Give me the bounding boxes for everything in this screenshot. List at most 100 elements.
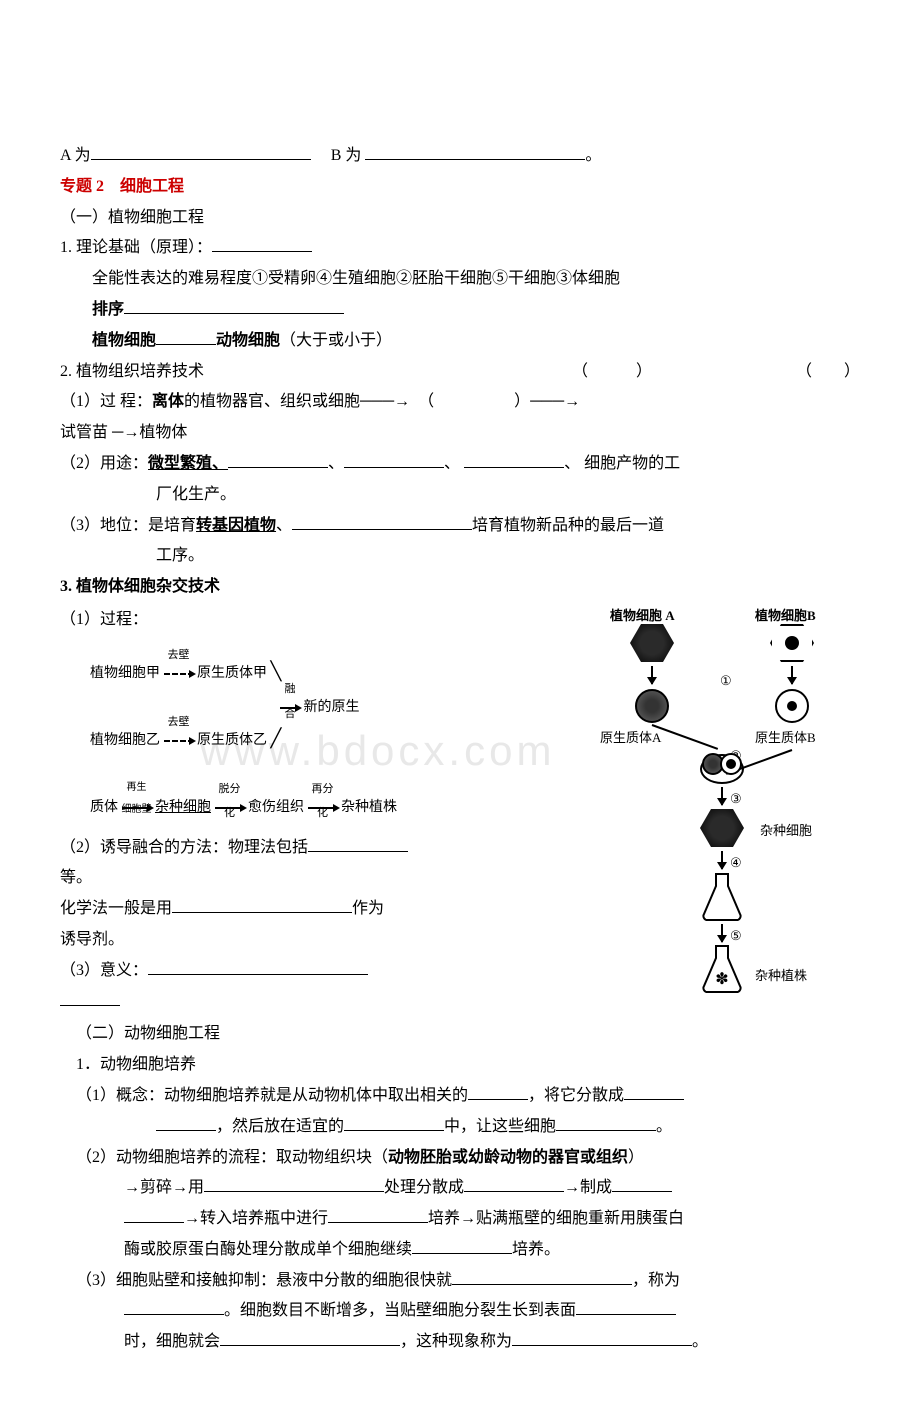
s1-t2d-mid: 、 xyxy=(276,517,292,534)
label-cellB: 植物细胞B xyxy=(755,604,816,627)
label-protoB: 原生质体B xyxy=(755,726,816,749)
blank xyxy=(212,236,312,252)
s1-t2c: （2）用途：微型繁殖、、、 、 细胞产物的工 xyxy=(60,450,860,479)
blank xyxy=(344,452,444,468)
s1-t2-text: 2. 植物组织培养技术 xyxy=(60,358,572,387)
s2-t1c-l3: 时，细胞就会，这种现象称为。 xyxy=(60,1328,860,1357)
fused-half2 xyxy=(720,753,742,775)
blank xyxy=(308,836,408,852)
s2-t1b-l3a: →转入培养瓶中进行 xyxy=(184,1210,328,1227)
s1-t1b: 排序 xyxy=(60,296,860,325)
cell-fusion-diagram: 植物细胞 A 植物细胞B ① 原生质体A 原生质体B ② ③ 杂种细胞 ④ xyxy=(600,604,860,984)
s2-t1b-l2: →剪碎→用处理分散成→制成 xyxy=(60,1174,860,1203)
s1-t3a: （1）过程： xyxy=(60,606,590,635)
b-label: B 为 xyxy=(331,147,362,164)
s1-t2c-end: 、 细胞产物的工 xyxy=(564,455,680,472)
s2-t1c-l3c: 。 xyxy=(692,1333,708,1350)
s1-t2d-line2: 工序。 xyxy=(60,542,860,571)
s2-t1a: （1）概念：动物细胞培养就是从动物机体中取出相关的，将它分散成 xyxy=(60,1082,860,1111)
blank xyxy=(124,1207,184,1223)
arrow xyxy=(721,787,723,805)
s1-t3b-end: 等。 xyxy=(60,864,590,893)
blank xyxy=(156,329,216,345)
hybrid-section: （1）过程： www.bdocx.com 植物细胞甲 去壁 原生质体甲 ╲ 融合… xyxy=(60,604,860,1018)
blank xyxy=(156,1115,216,1131)
svg-text:✽: ✽ xyxy=(715,971,728,988)
blank xyxy=(60,990,120,1006)
s2-t1a-l2c: 。 xyxy=(656,1118,672,1135)
s1-t2a-p: （ ）───→ xyxy=(426,393,580,410)
s2-t1b-l4b: 培养。 xyxy=(512,1241,560,1258)
s1-t2a-pre: （1）过 程： xyxy=(60,393,152,410)
section-2-heading: （二）动物细胞工程 xyxy=(60,1020,860,1049)
s2-t1a-l2a: ，然后放在适宜的 xyxy=(216,1118,344,1135)
blank-b xyxy=(365,144,585,160)
blank xyxy=(148,959,368,975)
s1-t3c: 化学法一般是用作为 xyxy=(60,895,590,924)
blank xyxy=(172,897,352,913)
blank xyxy=(220,1330,400,1346)
a-label: A 为 xyxy=(60,147,91,164)
arrow xyxy=(721,924,723,942)
s2-t1b-l3: →转入培养瓶中进行 培养→贴满瓶壁的细胞重新用胰蛋白 xyxy=(60,1205,860,1234)
left-column: （1）过程： www.bdocx.com 植物细胞甲 去壁 原生质体甲 ╲ 融合… xyxy=(60,604,590,1018)
text-flow-diagram: www.bdocx.com 植物细胞甲 去壁 原生质体甲 ╲ 融合 新的原生 植… xyxy=(60,645,590,824)
hex-B xyxy=(770,624,814,662)
blank xyxy=(464,452,564,468)
blank xyxy=(228,452,328,468)
s2-t1b-l4: 酶或胶原蛋白酶处理分散成单个细胞继续 培养。 xyxy=(60,1236,860,1265)
blank-a xyxy=(91,144,311,160)
s2-t1b-post: ） xyxy=(628,1149,644,1166)
s1-t1a: 全能性表达的难易程度①受精卵④生殖细胞②胚胎干细胞⑤干细胞③体细胞 xyxy=(60,265,860,294)
s1-t1-text: 1. 理论基础（原理）： xyxy=(60,239,212,256)
s2-t1b-l3b: 培养→贴满瓶壁的细胞重新用胰蛋白 xyxy=(428,1210,684,1227)
s1-t1c: 植物细胞动物细胞（大于或小于） xyxy=(60,327,860,356)
s1-t2a-bold: 离体 xyxy=(152,393,184,410)
arrow xyxy=(651,666,653,684)
blank xyxy=(612,1176,672,1192)
blank xyxy=(512,1330,692,1346)
s1-t2d-bold: 转基因植物 xyxy=(196,517,276,534)
s2-t1b-l4a: 酶或胶原蛋白酶处理分散成单个细胞继续 xyxy=(124,1241,412,1258)
flask-1 xyxy=(702,872,742,922)
s2-t1a-mid: ，将它分散成 xyxy=(528,1087,624,1104)
s2-t1c-l2a: 。细胞数目不断增多，当贴壁细胞分裂生长到表面 xyxy=(224,1302,576,1319)
s2-t1b: （2）动物细胞培养的流程：取动物组织块（动物胚胎或幼龄动物的器官或组织） xyxy=(60,1144,860,1173)
s1-t2-right: （ ） （ ） xyxy=(572,358,860,387)
td-sup1: 去壁 xyxy=(164,643,194,667)
proto-A xyxy=(635,689,669,723)
hybrid-hex xyxy=(700,809,744,847)
s1-t2c-pre: （2）用途： xyxy=(60,455,148,472)
blank xyxy=(452,1269,632,1285)
td-sup3b: 脱分化 xyxy=(215,777,245,825)
s1-t2c-bold: 微型繁殖、 xyxy=(148,455,228,472)
label-protoA: 原生质体A xyxy=(600,726,661,749)
s2-t1b-l2b: 处理分散成 xyxy=(384,1179,464,1196)
proto-B xyxy=(775,689,809,723)
right-diagram: 植物细胞 A 植物细胞B ① 原生质体A 原生质体B ② ③ 杂种细胞 ④ xyxy=(600,604,860,984)
td-l3b: 杂种细胞 xyxy=(155,800,211,815)
s1-t2d: （3）地位：是培育转基因植物、培育植物新品种的最后一道 xyxy=(60,512,860,541)
s1-t2c-m2: 、 xyxy=(444,455,460,472)
s2-t1c-pre: （3）细胞贴壁和接触抑制：悬液中分散的细胞很快就 xyxy=(76,1272,452,1289)
s2-t1a-l2b: 中，让这些细胞 xyxy=(444,1118,556,1135)
blank xyxy=(204,1176,384,1192)
s1-t1: 1. 理论基础（原理）： xyxy=(60,234,860,263)
blank xyxy=(292,514,472,530)
blank xyxy=(624,1084,684,1100)
arrow xyxy=(721,851,723,869)
s2-t1b-pre: （2）动物细胞培养的流程：取动物组织块（ xyxy=(76,1149,388,1166)
s2-t1a-l2: ，然后放在适宜的 中，让这些细胞 。 xyxy=(60,1113,860,1142)
s2-t1b-l2c: →制成 xyxy=(564,1179,612,1196)
s1-t3c-end: 作为 xyxy=(352,900,384,917)
td-merge-b: 新的原生 xyxy=(304,700,360,715)
label-cellA: 植物细胞 A xyxy=(610,604,675,627)
td-l1b: 原生质体甲 xyxy=(197,666,267,681)
td-l1a: 植物细胞甲 xyxy=(90,666,160,681)
s1-t2d-end: 培育植物新品种的最后一道 xyxy=(472,517,664,534)
td-sup3c: 再分化 xyxy=(308,777,338,825)
flask-2: ✽ xyxy=(702,944,742,994)
s1-t2b: 试管苗 ─→植物体 xyxy=(60,419,860,448)
s1-t3: 3. 植物体细胞杂交技术 xyxy=(60,573,860,602)
num1: ① xyxy=(720,669,732,692)
